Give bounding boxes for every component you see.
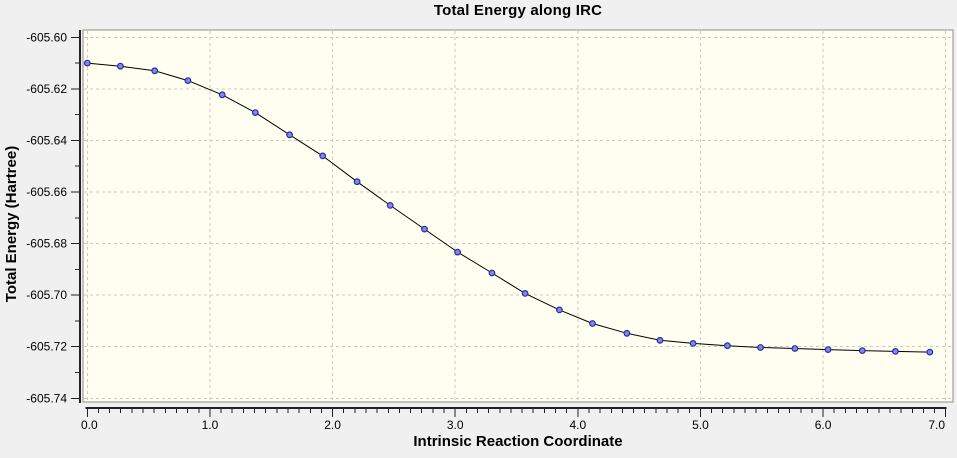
data-point-marker <box>454 248 462 256</box>
y-tick-label: -605.72 <box>26 340 67 354</box>
data-point-marker <box>184 77 192 84</box>
series-line <box>87 62 930 353</box>
data-point-marker <box>286 131 294 139</box>
data-point-marker <box>83 59 91 67</box>
data-point-marker <box>724 342 731 350</box>
data-point-marker <box>656 336 664 344</box>
y-tick-label: -605.68 <box>26 237 67 251</box>
y-tick-label: -605.60 <box>26 30 67 44</box>
y-tick-label: -605.62 <box>26 82 67 96</box>
x-tick-label: 3.0 <box>447 418 464 432</box>
x-tick-label: 2.0 <box>324 418 341 432</box>
y-tick-label: -605.70 <box>26 288 67 302</box>
data-point-marker <box>251 109 259 116</box>
data-point-marker <box>858 347 866 355</box>
x-tick-label: 5.0 <box>692 418 709 432</box>
data-point-marker <box>926 348 934 356</box>
y-tick-label: -605.64 <box>26 133 67 147</box>
data-point-marker <box>116 62 124 70</box>
data-point-marker <box>218 91 226 99</box>
x-tick-label: 0.0 <box>81 418 98 432</box>
x-axis-label: Intrinsic Reaction Coordinate <box>413 433 623 450</box>
y-tick-label: -605.74 <box>26 391 67 405</box>
data-point-marker <box>791 345 799 352</box>
data-point-marker <box>689 340 697 347</box>
x-tick-label: 1.0 <box>202 418 219 432</box>
y-tick-label: -605.66 <box>26 185 67 199</box>
x-tick-label: 4.0 <box>569 418 586 432</box>
data-point-marker <box>589 320 596 327</box>
data-point-marker <box>319 152 327 160</box>
data-point-marker <box>353 178 361 186</box>
data-point-marker <box>521 290 529 297</box>
plot-background <box>82 29 954 403</box>
x-tick-label: 6.0 <box>815 418 832 432</box>
chart-title: Total Energy along IRC <box>433 2 603 19</box>
data-point-marker <box>488 269 496 277</box>
data-point-marker <box>421 225 428 233</box>
data-point-marker <box>556 306 563 314</box>
data-point-marker <box>824 346 832 354</box>
x-tick-label: 7.0 <box>928 418 945 432</box>
data-point-marker <box>623 329 631 337</box>
data-point-marker <box>151 67 159 75</box>
data-point-marker <box>757 344 764 351</box>
data-point-marker <box>386 201 394 209</box>
data-point-marker <box>892 348 899 355</box>
